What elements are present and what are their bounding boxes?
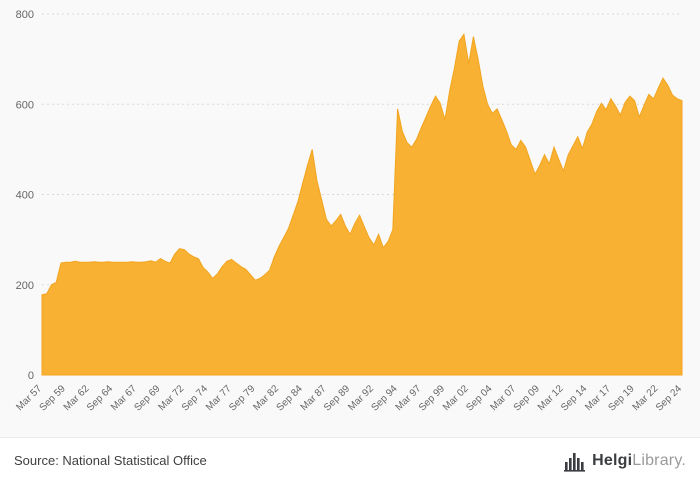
x-tick-label: Sep 99	[417, 383, 447, 413]
brand-suffix: .	[681, 451, 686, 469]
source-text: Source: National Statistical Office	[14, 453, 207, 468]
brand-name: HelgiLibrary.	[592, 452, 686, 470]
y-tick-label: 0	[28, 370, 34, 382]
x-tick-label: Sep 89	[322, 383, 352, 413]
y-tick-label: 400	[16, 190, 34, 202]
x-tick-label: Sep 19	[607, 383, 637, 413]
x-tick-label: Sep 79	[227, 383, 257, 413]
y-tick-label: 200	[16, 280, 34, 292]
x-tick-label: Sep 59	[38, 383, 68, 413]
x-tick-label: Sep 84	[275, 383, 305, 413]
footer: Source: National Statistical Office Helg…	[0, 437, 700, 483]
x-tick-label: Sep 04	[464, 383, 494, 413]
x-tick-label: Sep 74	[180, 383, 210, 413]
library-building-icon	[564, 452, 586, 472]
x-tick-label: Sep 94	[370, 383, 400, 413]
brand-name-light: Library	[632, 451, 682, 469]
x-tick-label: Sep 69	[132, 383, 162, 413]
area-series	[41, 32, 683, 376]
y-tick-label: 600	[16, 99, 34, 111]
y-tick-label: 800	[16, 9, 34, 21]
x-tick-label: Sep 24	[654, 383, 684, 413]
brand-logo[interactable]: HelgiLibrary.	[564, 450, 686, 472]
x-tick-label: Sep 09	[512, 383, 542, 413]
x-tick-label: Sep 64	[85, 383, 115, 413]
x-tick-label: Sep 14	[559, 383, 589, 413]
brand-name-bold: Helgi	[592, 451, 633, 469]
area-chart: 0 200 400 600 800 Mar 57 Sep 59 Mar 62 Sep 64 Mar…	[14, 9, 684, 414]
